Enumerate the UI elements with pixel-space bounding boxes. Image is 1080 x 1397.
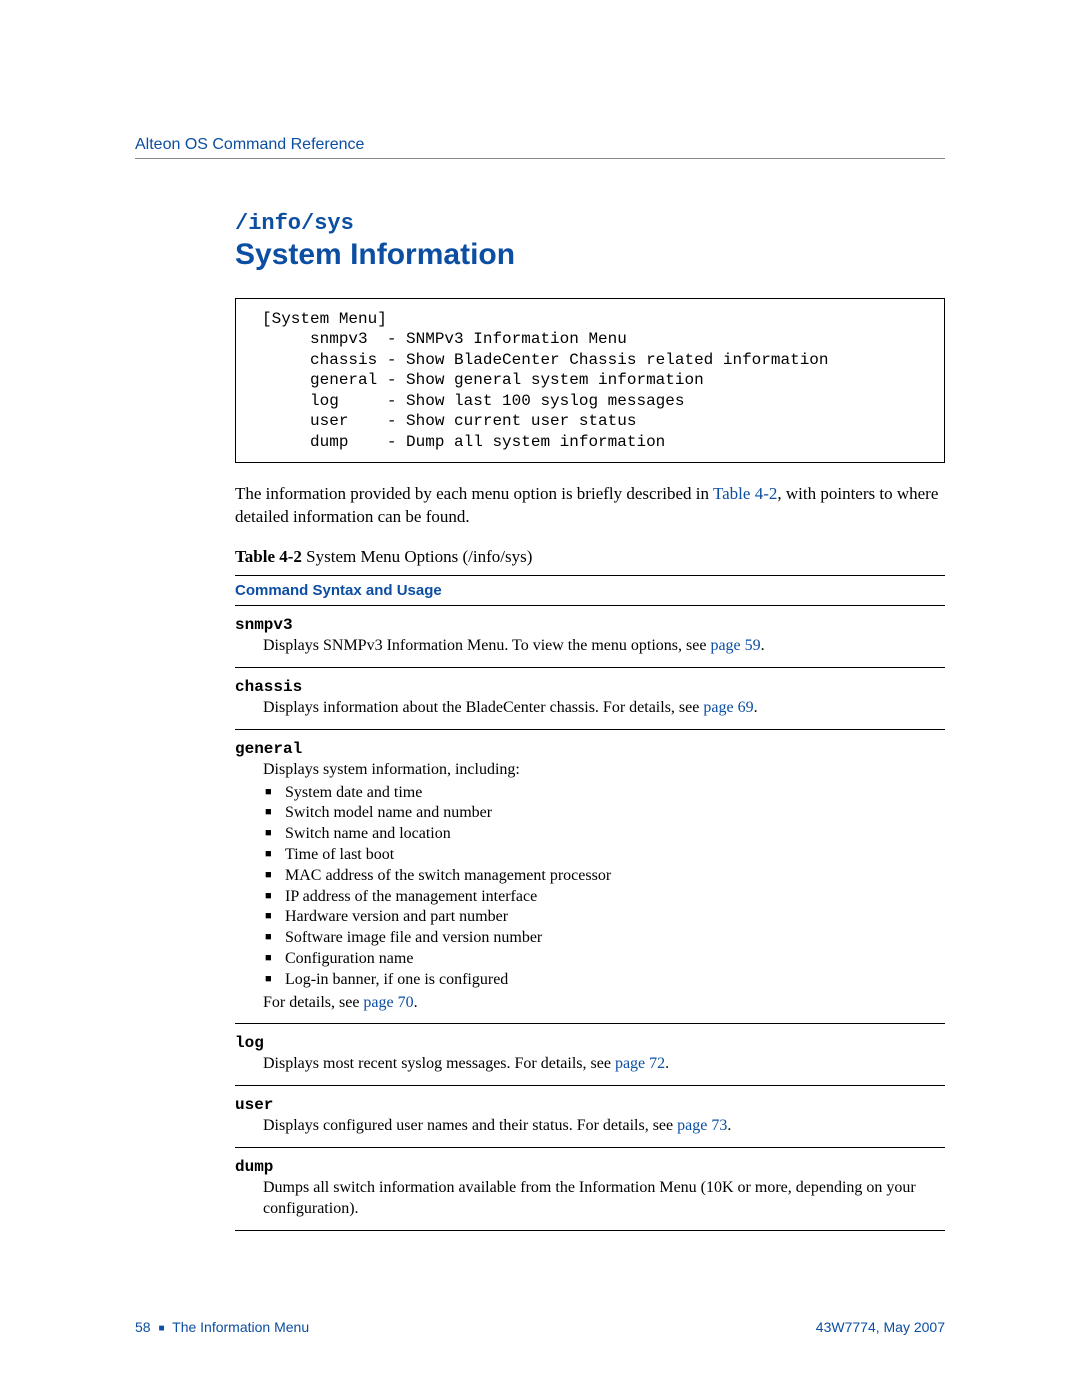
command-row: log Displays most recent syslog messages.…	[235, 1034, 945, 1086]
command-name: dump	[235, 1158, 945, 1176]
command-bullet-item: Configuration name	[263, 949, 945, 970]
command-bullet-item: Time of last boot	[263, 845, 945, 866]
command-desc-line: Dumps all switch information available f…	[263, 1178, 945, 1220]
footer-square-icon: ■	[158, 1323, 164, 1334]
command-description: Displays most recent syslog messages. Fo…	[263, 1054, 945, 1075]
command-bullet-item: IP address of the management interface	[263, 887, 945, 908]
command-desc-line: Displays SNMPv3 Information Menu. To vie…	[263, 636, 945, 657]
command-row: dump Dumps all switch information availab…	[235, 1158, 945, 1231]
command-desc-intro: Displays system information, including:	[263, 760, 945, 781]
command-row: user Displays configured user names and t…	[235, 1096, 945, 1148]
command-name: snmpv3	[235, 616, 945, 634]
command-description: Displays information about the BladeCent…	[263, 698, 945, 719]
page-footer: 58 ■ The Information Menu 43W7774, May 2…	[135, 1319, 945, 1335]
command-name: chassis	[235, 678, 945, 696]
command-row: chassis Displays information about the Bl…	[235, 678, 945, 730]
command-description: Displays SNMPv3 Information Menu. To vie…	[263, 636, 945, 657]
command-desc-line: Displays configured user names and their…	[263, 1116, 945, 1137]
command-name: user	[235, 1096, 945, 1114]
command-bullet-item: MAC address of the switch management pro…	[263, 866, 945, 887]
command-description: Displays system information, including:S…	[263, 760, 945, 1014]
command-bullet-item: Software image file and version number	[263, 928, 945, 949]
section-title: System Information	[235, 238, 945, 272]
doc-header-title: Alteon OS Command Reference	[135, 136, 945, 159]
command-bullet-list: System date and timeSwitch model name an…	[263, 783, 945, 991]
table-caption-label: Table 4-2	[235, 547, 302, 566]
command-desc-line: Displays information about the BladeCent…	[263, 698, 945, 719]
section-path: /info/sys	[235, 211, 945, 236]
command-row: general Displays system information, incl…	[235, 740, 945, 1025]
command-bullet-item: Log-in banner, if one is configured	[263, 970, 945, 991]
command-name: log	[235, 1034, 945, 1052]
command-bullet-item: System date and time	[263, 783, 945, 804]
footer-right: 43W7774, May 2007	[816, 1319, 945, 1335]
command-description: Displays configured user names and their…	[263, 1116, 945, 1137]
command-description: Dumps all switch information available f…	[263, 1178, 945, 1220]
command-desc-line: Displays most recent syslog messages. Fo…	[263, 1054, 945, 1075]
intro-link-table[interactable]: Table 4-2	[713, 484, 777, 503]
system-menu-codebox: [System Menu] snmpv3 - SNMPv3 Informatio…	[235, 298, 945, 463]
command-name: general	[235, 740, 945, 758]
table-caption: Table 4-2 System Menu Options (/info/sys…	[235, 547, 945, 567]
intro-paragraph: The information provided by each menu op…	[235, 483, 945, 529]
page-link[interactable]: page 73	[677, 1117, 727, 1134]
page-link[interactable]: page 69	[703, 699, 753, 716]
page-link[interactable]: page 72	[615, 1055, 665, 1072]
table-caption-text: System Menu Options (/info/sys)	[302, 547, 532, 566]
command-row: snmpv3 Displays SNMPv3 Information Menu. …	[235, 616, 945, 668]
command-desc-trailer: For details, see page 70.	[263, 993, 945, 1014]
table-header: Command Syntax and Usage	[235, 575, 945, 606]
page-link[interactable]: page 70	[363, 994, 413, 1011]
intro-pre: The information provided by each menu op…	[235, 484, 713, 503]
footer-chapter: The Information Menu	[172, 1319, 309, 1335]
page-link[interactable]: page 59	[710, 637, 760, 654]
command-bullet-item: Switch name and location	[263, 824, 945, 845]
command-bullet-item: Switch model name and number	[263, 803, 945, 824]
command-bullet-item: Hardware version and part number	[263, 907, 945, 928]
footer-page-number: 58	[135, 1319, 151, 1335]
